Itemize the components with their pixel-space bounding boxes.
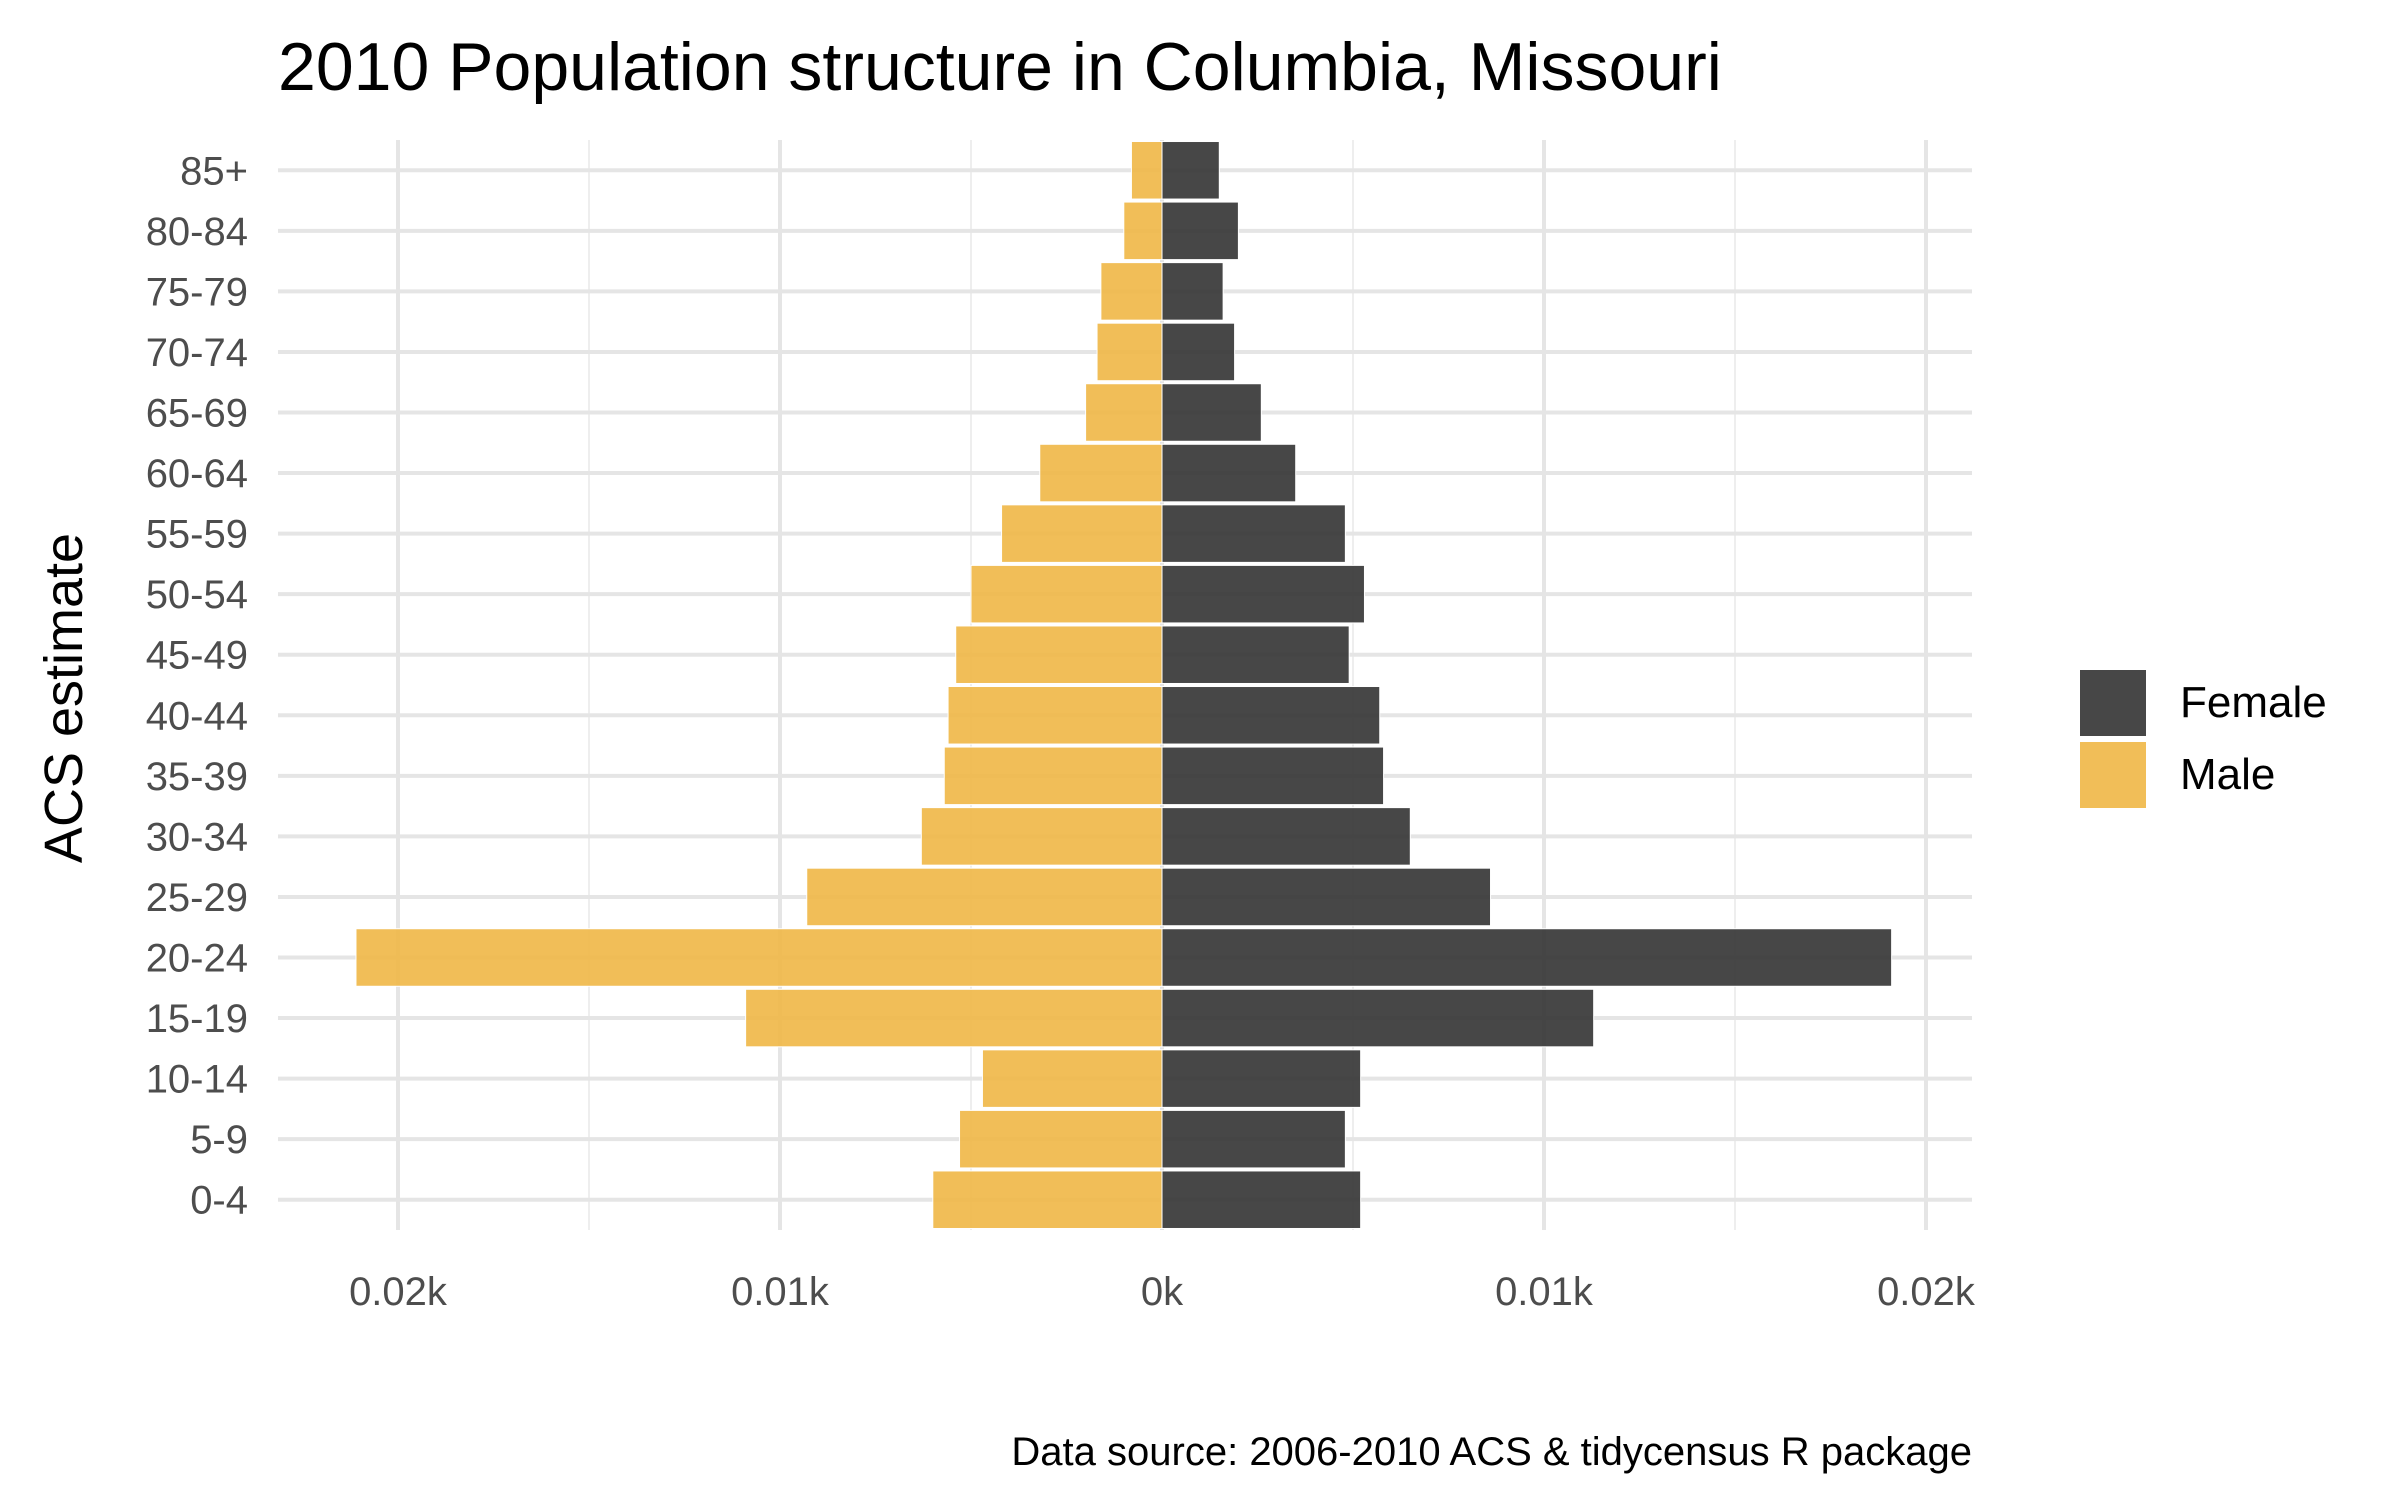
bar-male-25-29 (806, 867, 1163, 927)
y-tick-label: 45-49 (146, 634, 248, 678)
bar-male-10-14 (981, 1049, 1163, 1108)
legend-swatch-female (2080, 670, 2146, 736)
y-tick-label: 55-59 (146, 513, 248, 557)
y-tick-label: 10-14 (146, 1058, 248, 1102)
bar-female-55-59 (1161, 504, 1346, 563)
bar-female-75-79 (1161, 262, 1224, 321)
bar-female-25-29 (1161, 867, 1492, 927)
y-tick-label: 5-9 (190, 1118, 248, 1162)
bar-male-20-24 (355, 928, 1163, 987)
bar-female-45-49 (1161, 625, 1350, 684)
bar-male-40-44 (947, 686, 1163, 745)
bar-female-15-19 (1161, 988, 1595, 1048)
bar-female-35-39 (1161, 746, 1385, 806)
bar-male-45-49 (955, 625, 1163, 684)
bar-female-20-24 (1161, 928, 1893, 987)
bar-female-30-34 (1161, 807, 1411, 866)
bar-layer (355, 141, 1893, 1229)
bar-female-10-14 (1161, 1049, 1362, 1108)
bar-female-5-9 (1161, 1109, 1346, 1169)
bar-male-70-74 (1096, 322, 1163, 382)
bar-male-65-69 (1085, 383, 1163, 442)
bar-female-0-4 (1161, 1170, 1362, 1229)
x-tick-label: 0.01k (1495, 1270, 1594, 1314)
y-tick-label: 0-4 (190, 1179, 248, 1223)
y-tick-label: 50-54 (146, 573, 248, 617)
bar-male-0-4 (932, 1170, 1163, 1229)
y-tick-label: 30-34 (146, 815, 248, 859)
y-tick-label: 85+ (180, 149, 248, 193)
x-tick-layer: 0.02k 0.01k 0k 0.01k 0.02k (349, 1270, 1976, 1314)
y-tick-label: 20-24 (146, 937, 248, 981)
y-tick-label: 25-29 (146, 876, 248, 920)
y-tick-label: 75-79 (146, 270, 248, 314)
bar-male-30-34 (920, 807, 1163, 866)
y-tick-layer: 0-4 5-9 10-14 15-19 20-24 25-29 30-34 35-39 40-4… (146, 149, 248, 1222)
x-tick-label: 0.02k (1877, 1270, 1976, 1314)
y-tick-label: 60-64 (146, 452, 248, 496)
bar-female-50-54 (1161, 564, 1365, 624)
bar-male-75-79 (1100, 262, 1163, 321)
y-axis-label: ACS estimate (34, 533, 94, 863)
legend-swatch-male (2080, 742, 2146, 808)
chart-caption: Data source: 2006-2010 ACS & tidycensus … (1011, 1430, 1972, 1474)
bar-male-55-59 (1001, 504, 1163, 563)
bar-female-65-69 (1161, 383, 1262, 442)
bar-male-50-54 (970, 564, 1163, 624)
y-tick-label: 35-39 (146, 755, 248, 799)
bar-female-40-44 (1161, 686, 1381, 745)
bar-male-35-39 (943, 746, 1163, 806)
bar-male-60-64 (1039, 443, 1163, 503)
bar-female-80-84 (1161, 201, 1239, 261)
legend-label-female: Female (2180, 678, 2327, 727)
y-tick-label: 40-44 (146, 694, 248, 738)
bar-female-60-64 (1161, 443, 1297, 503)
chart-title: 2010 Population structure in Columbia, M… (278, 29, 1722, 105)
bar-female-85+ (1161, 141, 1220, 200)
bar-male-80-84 (1123, 201, 1163, 261)
x-tick-label: 0.02k (349, 1270, 448, 1314)
y-tick-label: 80-84 (146, 210, 248, 254)
bar-male-5-9 (959, 1109, 1163, 1169)
legend: Female Male (2080, 670, 2327, 808)
legend-label-male: Male (2180, 750, 2275, 799)
x-tick-label: 0k (1141, 1270, 1184, 1314)
y-tick-label: 70-74 (146, 331, 248, 375)
y-tick-label: 65-69 (146, 392, 248, 436)
y-tick-label: 15-19 (146, 997, 248, 1041)
bar-male-85+ (1130, 141, 1163, 200)
bar-male-15-19 (745, 988, 1163, 1048)
bar-female-70-74 (1161, 322, 1236, 382)
x-tick-label: 0.01k (731, 1270, 830, 1314)
